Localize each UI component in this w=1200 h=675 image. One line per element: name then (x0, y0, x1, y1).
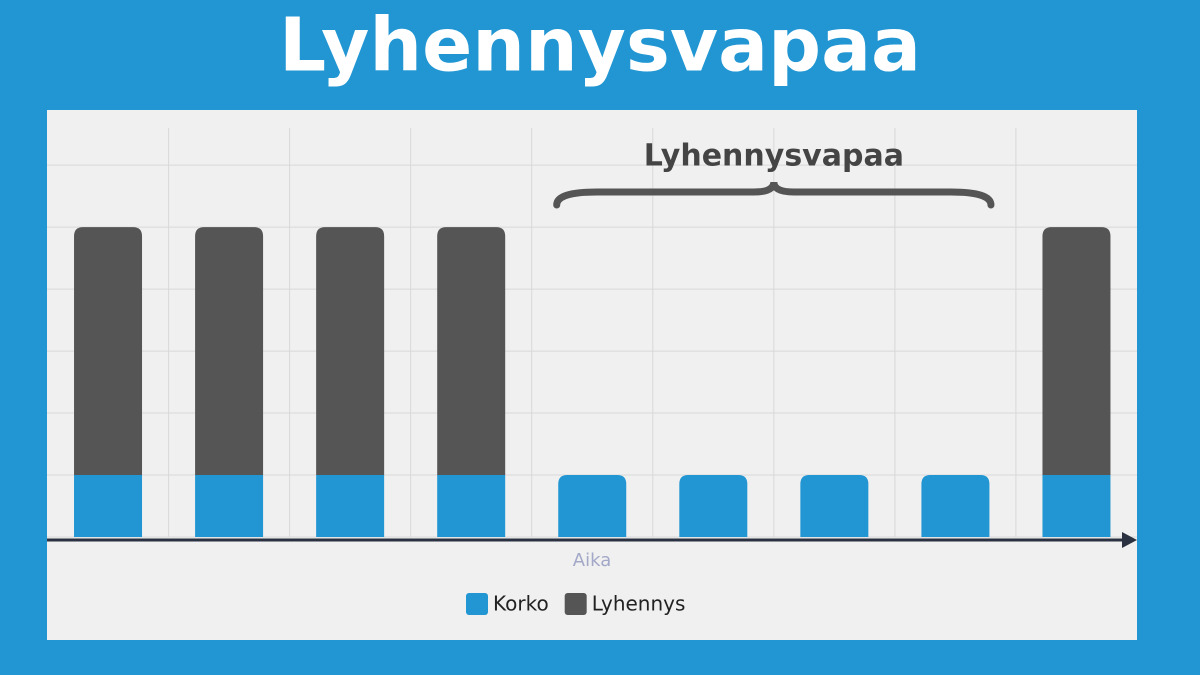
bar-segment (1042, 475, 1111, 537)
legend-swatch (466, 593, 488, 615)
bar-segment (437, 227, 506, 476)
bar-segment (558, 475, 627, 537)
legend-label: Lyhennys (592, 592, 686, 616)
x-axis-label: Aika (573, 550, 611, 571)
legend-label: Korko (493, 592, 549, 616)
legend-swatch (564, 593, 587, 615)
x-axis-arrow (1122, 532, 1137, 548)
bar-segment (921, 475, 990, 537)
annotation-text: Lyhennysvapaa (644, 139, 904, 174)
annotation-brace (553, 181, 995, 209)
bar-segment (437, 475, 506, 537)
bar-segment (74, 475, 143, 537)
bar-segment (195, 475, 264, 537)
bar-segment (679, 475, 748, 537)
bar-segment (74, 227, 143, 476)
bar-segment (316, 227, 385, 476)
bar-segment (195, 227, 264, 476)
bar-segment (316, 475, 385, 537)
bar-segment (1042, 227, 1111, 476)
chart-title: Lyhennysvapaa (279, 3, 921, 89)
bar-segment (800, 475, 869, 537)
